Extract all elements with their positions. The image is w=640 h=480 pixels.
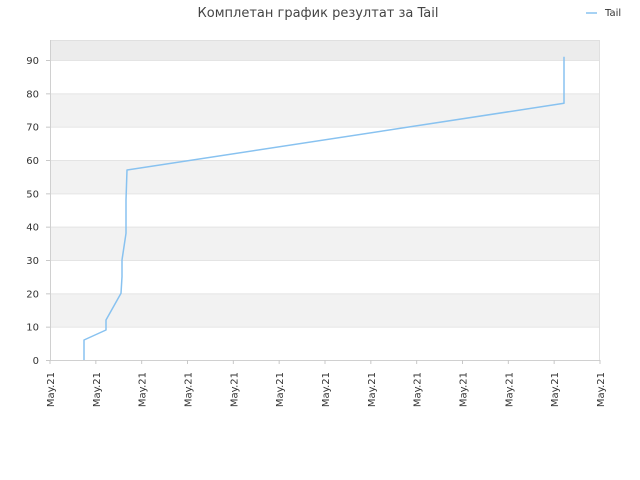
x-tick-label: May.21 bbox=[504, 372, 515, 407]
plot-band bbox=[50, 226, 600, 260]
x-axis-ticks: May.21 May.21 May.21 May.21 May.21 May.21 May.… bbox=[46, 360, 607, 407]
plot-band bbox=[50, 126, 600, 160]
y-tick-label: 80 bbox=[26, 89, 39, 100]
legend[interactable]: Tail bbox=[586, 8, 621, 19]
plot-band bbox=[50, 326, 600, 360]
y-tick-label: 20 bbox=[26, 289, 39, 300]
y-tick-label: 40 bbox=[26, 223, 39, 234]
y-axis-ticks: 0 10 20 30 40 50 60 70 80 90 bbox=[26, 56, 50, 367]
y-tick-label: 50 bbox=[26, 189, 39, 200]
plot-band bbox=[50, 193, 600, 227]
x-tick-label: May.21 bbox=[367, 372, 378, 407]
x-tick-label: May.21 bbox=[184, 372, 195, 407]
legend-label-tail: Tail bbox=[604, 8, 621, 19]
y-tick-label: 60 bbox=[26, 156, 39, 167]
x-tick-label: May.21 bbox=[413, 372, 424, 407]
x-tick-label: May.21 bbox=[46, 372, 57, 407]
x-tick-label: May.21 bbox=[550, 372, 561, 407]
plot-band bbox=[50, 160, 600, 194]
plot-band bbox=[50, 293, 600, 327]
plot-band-top bbox=[50, 40, 600, 60]
x-tick-label: May.21 bbox=[229, 372, 240, 407]
grid-lines bbox=[50, 60, 600, 361]
x-tick-label: May.21 bbox=[596, 372, 607, 407]
plot-band bbox=[50, 93, 600, 127]
plot-band bbox=[50, 260, 600, 294]
plot-background bbox=[50, 40, 600, 360]
series-line-tail bbox=[83, 56, 565, 360]
y-tick-label: 10 bbox=[26, 323, 39, 334]
x-tick-label: May.21 bbox=[321, 372, 332, 407]
x-tick-label: May.21 bbox=[275, 372, 286, 407]
y-tick-label: 90 bbox=[26, 56, 39, 67]
x-tick-label: May.21 bbox=[138, 372, 149, 407]
y-tick-label: 30 bbox=[26, 256, 39, 267]
plot-band bbox=[50, 60, 600, 94]
x-tick-label: May.21 bbox=[92, 372, 103, 407]
x-tick-label: May.21 bbox=[459, 372, 470, 407]
chart-title: Комплетан график резултат за Tail bbox=[198, 6, 439, 21]
series-layer bbox=[83, 56, 565, 360]
y-tick-label: 70 bbox=[26, 123, 39, 134]
y-tick-label: 0 bbox=[33, 356, 39, 367]
